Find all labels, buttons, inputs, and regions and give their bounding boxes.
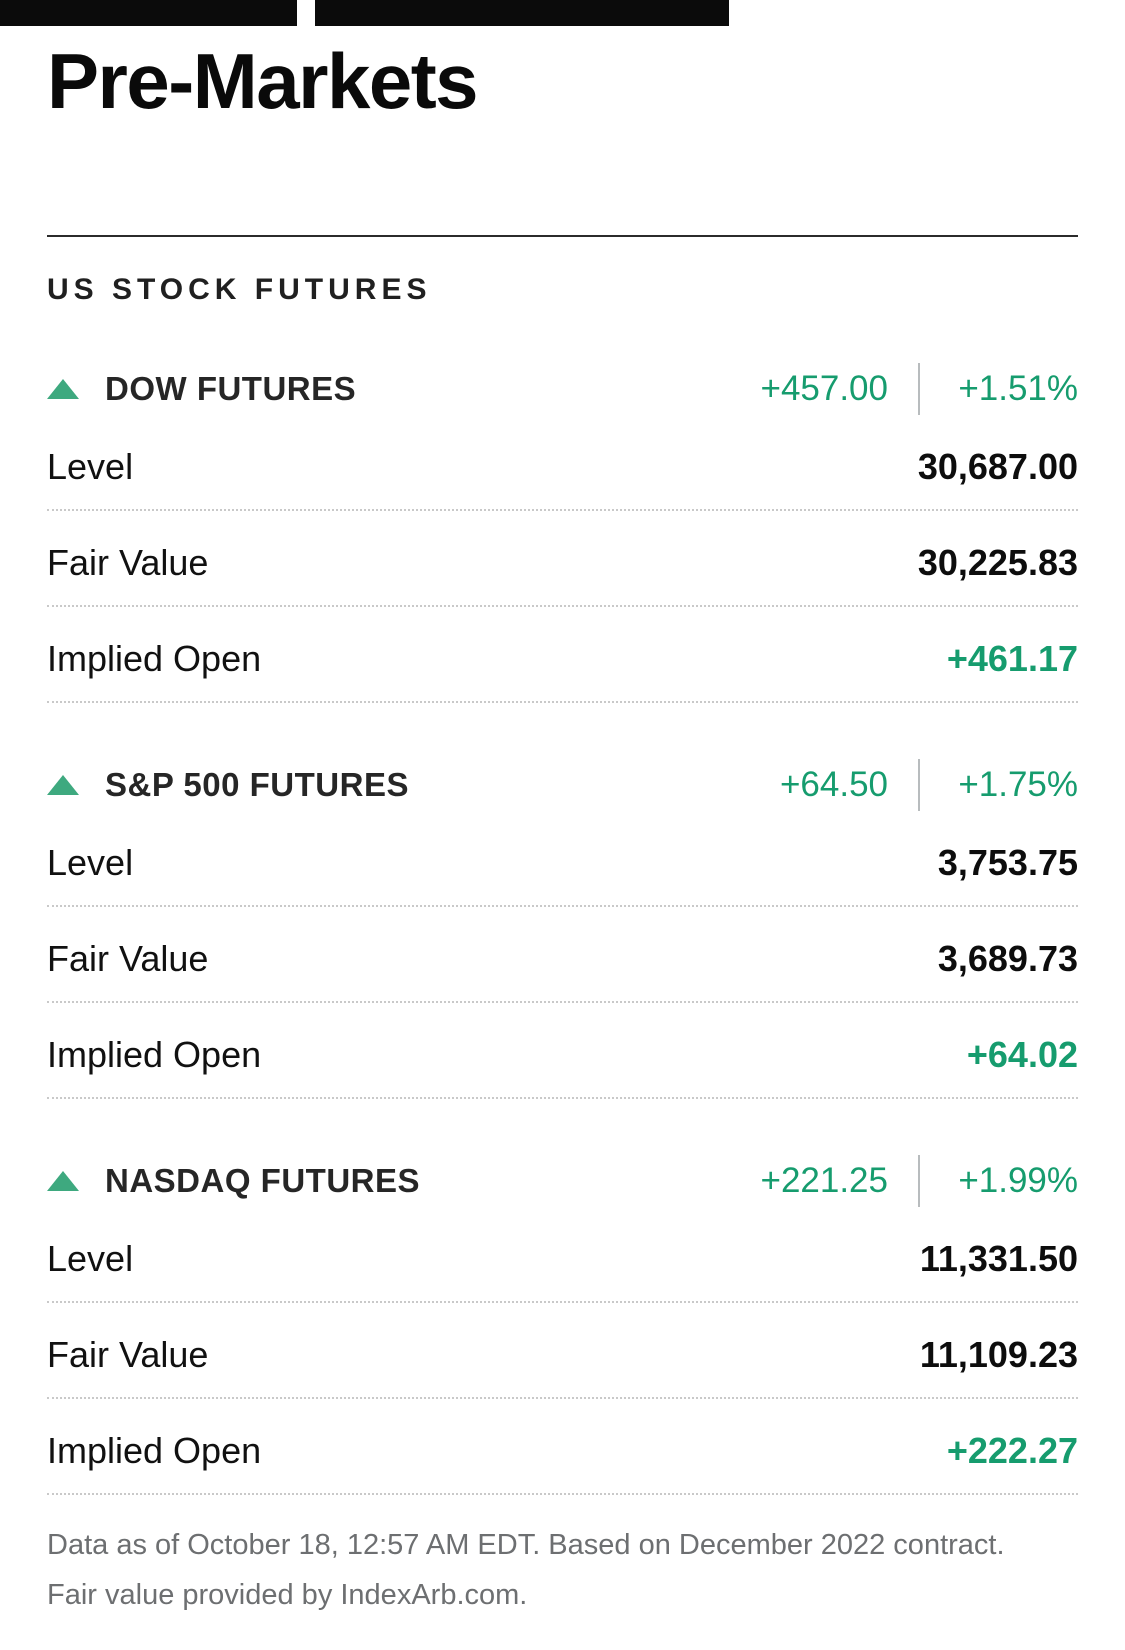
up-arrow-icon xyxy=(47,774,79,795)
row-value: +222.27 xyxy=(946,1429,1078,1471)
index-name: NASDAQ FUTURES xyxy=(105,1161,421,1199)
index-name: DOW FUTURES xyxy=(105,369,357,407)
row-value: 3,753.75 xyxy=(937,841,1078,883)
row-label: Level xyxy=(47,445,134,487)
index-percent: +1.51% xyxy=(958,368,1078,408)
row-label: Fair Value xyxy=(47,541,209,583)
row-label: Implied Open xyxy=(47,637,262,679)
implied-open-row: Implied Open +461.17 xyxy=(47,613,1078,703)
row-label: Implied Open xyxy=(47,1429,262,1471)
row-value: 30,225.83 xyxy=(917,541,1078,583)
row-value: 3,689.73 xyxy=(937,937,1078,979)
row-value: 11,109.23 xyxy=(919,1333,1078,1375)
fair-value-row: Fair Value 30,225.83 xyxy=(47,517,1078,607)
row-label: Level xyxy=(47,841,134,883)
top-nav-fragment-left xyxy=(0,0,297,26)
index-header: NASDAQ FUTURES +221.25 +1.99% xyxy=(47,1154,1078,1207)
row-value: +64.02 xyxy=(966,1033,1078,1075)
index-percent: +1.75% xyxy=(958,764,1078,804)
index-header: DOW FUTURES +457.00 +1.51% xyxy=(47,362,1078,415)
index-percent: +1.99% xyxy=(958,1160,1078,1200)
change-separator xyxy=(918,1154,920,1207)
implied-open-row: Implied Open +222.27 xyxy=(47,1405,1078,1495)
row-label: Fair Value xyxy=(47,1333,209,1375)
nasdaq-futures-block: NASDAQ FUTURES +221.25 +1.99% Level 11,3… xyxy=(47,1154,1078,1495)
attribution-line2: Fair value provided by IndexArb.com. xyxy=(47,1578,528,1611)
implied-open-row: Implied Open +64.02 xyxy=(47,1009,1078,1099)
row-value: 11,331.50 xyxy=(919,1237,1078,1279)
change-separator xyxy=(918,758,920,811)
row-label: Fair Value xyxy=(47,937,209,979)
index-name: S&P 500 FUTURES xyxy=(105,765,409,803)
index-change: +221.25 xyxy=(760,1160,889,1200)
section-title: US STOCK FUTURES xyxy=(47,272,432,306)
data-attribution: Data as of October 18, 12:57 AM EDT. Bas… xyxy=(47,1521,1078,1621)
index-change: +64.50 xyxy=(779,764,888,804)
index-header: S&P 500 FUTURES +64.50 +1.75% xyxy=(47,758,1078,811)
dow-futures-block: DOW FUTURES +457.00 +1.51% Level 30,687.… xyxy=(47,362,1078,703)
fair-value-row: Fair Value 3,689.73 xyxy=(47,913,1078,1003)
level-row: Level 3,753.75 xyxy=(47,817,1078,907)
up-arrow-icon xyxy=(47,378,79,399)
change-separator xyxy=(918,362,920,415)
page-title: Pre-Markets xyxy=(47,37,479,125)
attribution-line1: Data as of October 18, 12:57 AM EDT. Bas… xyxy=(47,1528,1005,1561)
row-label: Implied Open xyxy=(47,1033,262,1075)
row-value: +461.17 xyxy=(946,637,1078,679)
section-divider xyxy=(47,234,1078,237)
top-nav-fragment-right xyxy=(315,0,729,26)
row-value: 30,687.00 xyxy=(917,445,1078,487)
index-change: +457.00 xyxy=(760,368,889,408)
level-row: Level 11,331.50 xyxy=(47,1213,1078,1303)
sp500-futures-block: S&P 500 FUTURES +64.50 +1.75% Level 3,75… xyxy=(47,758,1078,1099)
fair-value-row: Fair Value 11,109.23 xyxy=(47,1309,1078,1399)
row-label: Level xyxy=(47,1237,134,1279)
up-arrow-icon xyxy=(47,1170,79,1191)
level-row: Level 30,687.00 xyxy=(47,421,1078,511)
